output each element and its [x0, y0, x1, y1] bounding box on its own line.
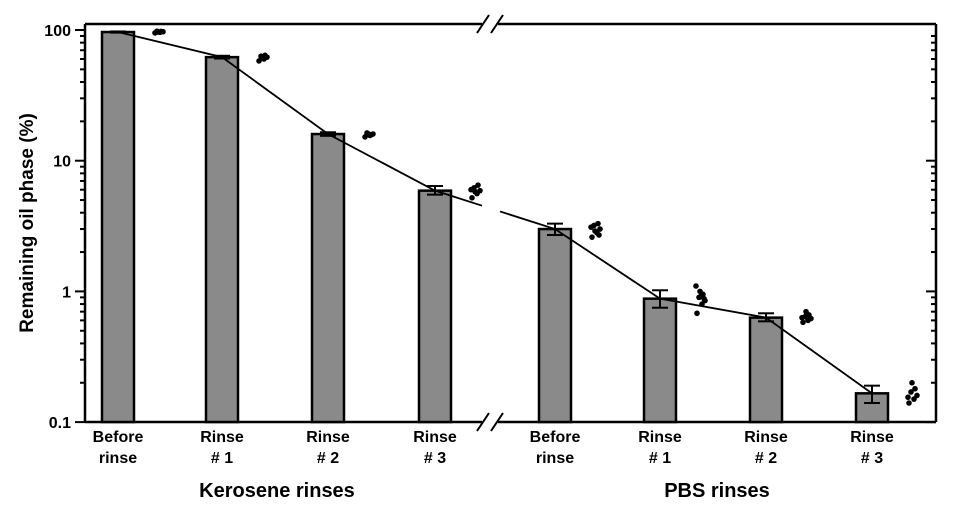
- y-axis-ticks: 0.1 1 10 100: [44, 23, 936, 432]
- data-point: [365, 130, 371, 137]
- data-point: [909, 379, 915, 386]
- data-point: [800, 319, 806, 326]
- bar: [310, 132, 346, 424]
- x-tick-label: Rinse: [850, 429, 894, 446]
- bar: [537, 227, 573, 424]
- data-point: [799, 314, 805, 321]
- y-tick-label: 1: [62, 284, 71, 301]
- data-point: [597, 226, 603, 232]
- data-point: [693, 283, 699, 289]
- x-tick-label: # 3: [861, 450, 883, 467]
- x-tick-label: Rinse: [200, 429, 244, 446]
- data-point: [468, 186, 474, 193]
- x-tick-label: # 1: [649, 450, 671, 467]
- x-axis-labels: Before rinse Rinse # 1 Rinse # 2 Rinse # 3 Befor…: [93, 429, 894, 467]
- data-point: [912, 385, 918, 392]
- data-point: [475, 182, 481, 188]
- group-label-pbs: PBS rinses: [664, 480, 770, 502]
- group-label-kerosene: Kerosene rinses: [199, 480, 355, 502]
- x-tick-label: rinse: [536, 450, 574, 467]
- axis-break-mark: [490, 14, 504, 34]
- x-tick-label: Before: [530, 429, 581, 446]
- error-bars: [110, 30, 880, 405]
- data-point: [908, 389, 914, 395]
- x-tick-label: # 3: [424, 450, 446, 467]
- data-point: [592, 228, 598, 234]
- data-point: [905, 394, 911, 401]
- x-tick-label: Rinse: [638, 429, 682, 446]
- data-point: [803, 308, 809, 315]
- x-tick-label: # 2: [755, 450, 777, 467]
- data-point: [694, 310, 700, 317]
- x-tick-label: Before: [93, 429, 144, 446]
- data-point: [469, 195, 475, 201]
- data-point: [588, 224, 594, 230]
- x-tick-label: # 2: [317, 450, 339, 467]
- data-point: [914, 392, 920, 399]
- data-point: [595, 220, 601, 227]
- data-points: [152, 28, 920, 406]
- data-point: [155, 29, 161, 35]
- data-point: [698, 293, 704, 299]
- bars: [100, 30, 890, 424]
- bar: [204, 55, 240, 424]
- y-tick-label: 0.1: [49, 415, 71, 432]
- x-tick-label: Rinse: [306, 429, 350, 446]
- bar: [748, 316, 784, 424]
- bar: [417, 189, 453, 424]
- data-point: [596, 232, 602, 238]
- data-point: [477, 187, 483, 194]
- bar: [642, 297, 678, 424]
- axis-break-mark: [490, 412, 504, 432]
- x-tick-label: rinse: [99, 450, 137, 467]
- x-tick-label: Rinse: [744, 429, 788, 446]
- y-tick-label: 100: [44, 23, 71, 40]
- data-point: [697, 288, 703, 295]
- bar: [100, 30, 136, 424]
- data-point: [906, 400, 912, 406]
- y-axis-label: Remaining oil phase (%): [17, 113, 38, 333]
- x-tick-label: # 1: [211, 450, 233, 467]
- trend-line-segment: [117, 31, 483, 207]
- y-tick-label: 10: [53, 154, 71, 171]
- axis-break-mark: [476, 412, 490, 432]
- axis-break-mark: [476, 14, 490, 34]
- data-point: [259, 55, 265, 61]
- x-tick-label: Rinse: [413, 429, 457, 446]
- data-point: [589, 234, 595, 240]
